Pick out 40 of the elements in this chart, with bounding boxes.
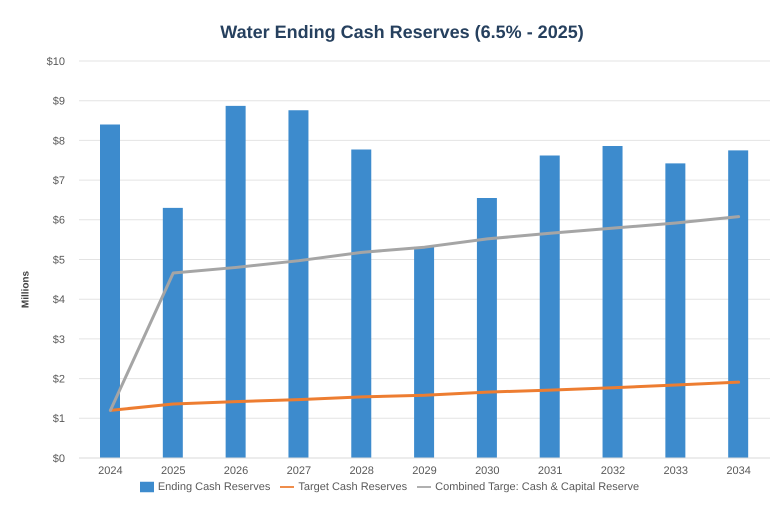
y-tick-label: $9	[52, 96, 65, 108]
x-tick-label: 2028	[349, 464, 374, 477]
line-series	[108, 380, 740, 412]
chart-title: Water Ending Cash Reserves (6.5% - 2025)	[219, 22, 585, 43]
bar	[162, 208, 183, 458]
x-tick-label: 2030	[475, 464, 500, 477]
x-tick-label: 2032	[600, 464, 626, 477]
x-tick-label: 2033	[664, 464, 688, 477]
y-tick-label: $0	[52, 452, 65, 465]
x-tick-label: 2024	[98, 464, 123, 477]
x-tick-label: 2034	[726, 464, 751, 477]
y-tick-label: $8	[52, 135, 65, 148]
bar	[100, 124, 120, 458]
x-tick-label: 2029	[412, 464, 437, 477]
bar	[288, 110, 308, 458]
y-tick-label: $2	[52, 374, 65, 386]
x-tick-label: 2025	[160, 464, 186, 477]
legend-label: Ending Cash Reserves	[158, 480, 270, 493]
x-tick-label: 2026	[224, 464, 248, 477]
legend-label: Target Cash Reserves	[298, 480, 408, 493]
y-tick-label: $10	[46, 56, 65, 68]
bar	[540, 155, 560, 458]
bar	[476, 198, 497, 458]
bar	[665, 163, 686, 458]
y-tick-label: $4	[52, 294, 65, 306]
x-tick-label: 2027	[286, 464, 312, 477]
y-tick-label: $5	[52, 254, 65, 266]
y-axis-title: Millions	[20, 270, 32, 308]
bar	[602, 146, 623, 458]
y-tick-label: $1	[52, 413, 65, 426]
line-series	[108, 215, 740, 412]
bar	[728, 150, 748, 458]
y-tick-label: $7	[52, 175, 65, 188]
legend-label: Combined Targe: Cash & Capital Reserve	[435, 480, 640, 493]
bar	[414, 246, 434, 458]
x-tick-label: 2031	[538, 464, 562, 477]
y-tick-label: $3	[52, 334, 65, 346]
bar	[351, 150, 372, 458]
bar	[226, 106, 246, 458]
y-tick-label: $6	[52, 214, 65, 227]
